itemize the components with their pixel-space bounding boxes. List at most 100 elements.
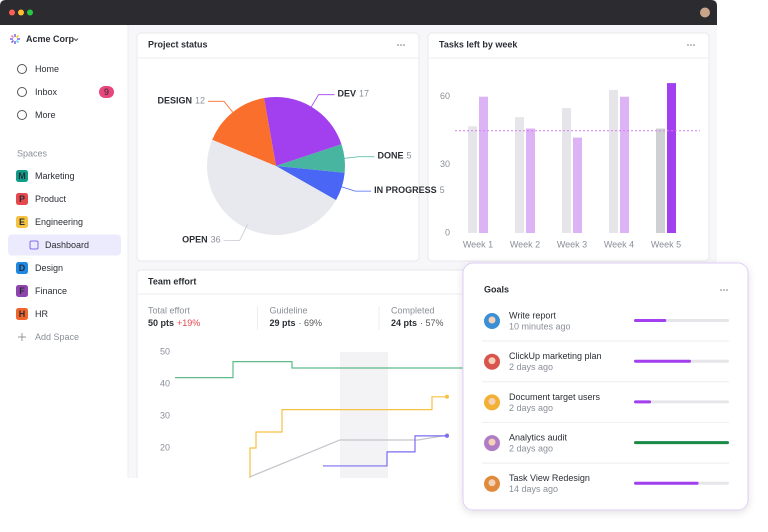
y-tick-label: 50 [160,346,170,356]
panel-menu[interactable] [397,44,405,46]
pie-slice [212,98,276,166]
bar [667,83,676,233]
space-name: HR [35,309,48,319]
space-initial: F [19,286,25,296]
bar [515,117,524,233]
y-tick-label: 30 [440,159,450,169]
selected-bg [8,234,121,256]
avatar-face [488,316,496,324]
leader-line [340,156,375,160]
pie-slice [276,166,345,201]
pie-value: 5 [440,185,445,195]
stat-value: 29 pts · 69% [270,318,323,328]
workspace-name: Acme Corp [26,34,75,44]
bar [656,128,665,233]
panel-menu[interactable] [687,44,695,46]
space-initial: E [19,217,25,227]
goal-name: Task View Redesign [509,473,590,483]
progress-bar [634,319,667,322]
space-icon [16,193,28,205]
workspace-switcher[interactable]: Acme Corp [10,34,79,44]
space-item[interactable]: H HR [16,308,48,320]
pie-label: DEV 17 [337,89,369,99]
goal-time: 14 days ago [509,484,558,494]
dot [726,289,728,291]
pie-label: IN PROGRESS 5 [374,185,445,195]
leader-line [308,94,335,111]
space-item[interactable]: P Product [16,193,67,205]
space-item[interactable]: D Design [16,262,63,274]
goal-time: 10 minutes ago [509,321,571,331]
stat-value: 24 pts · 57% [391,318,444,328]
goals-menu[interactable] [720,289,728,291]
pie-slice [264,97,342,166]
stat-value: 50 pts +19% [148,318,200,328]
bar [573,137,582,233]
nav-label: More [35,110,56,120]
goal-name: Write report [509,310,556,320]
goal-name: ClickUp marketing plan [509,351,602,361]
pie-category: DESIGN [157,96,192,106]
stat-change: +19% [177,318,200,328]
nav-item[interactable]: More [17,110,56,120]
effort-line [249,434,448,478]
add-space[interactable]: Add Space [18,332,79,342]
x-tick-label: Week 1 [463,239,493,249]
caret [73,38,79,42]
space-item[interactable]: E Engineering [16,216,83,228]
progress-bar [634,441,729,445]
space-item[interactable]: Dashboard [8,234,121,256]
user-avatar[interactable] [700,7,710,18]
pie-value: 36 [211,235,221,245]
nav-item[interactable]: Home [17,64,60,74]
dot [687,44,689,46]
space-icon [16,308,28,320]
nav-label: Inbox [35,87,58,97]
progress-bar [634,481,699,485]
badge: 9 [104,87,109,97]
goal-name: Analytics audit [509,432,568,442]
x-tick-label: Week 5 [651,239,681,249]
maximize-button[interactable] [27,9,33,16]
main-content: Project status Tasks left by week Team eff… [137,39,709,330]
nav-icon [17,110,27,120]
dot [690,44,692,46]
highlight-band [340,352,388,478]
space-item[interactable]: F Finance [16,285,67,297]
pie-value: 5 [406,151,411,161]
close-button[interactable] [9,9,15,16]
stat-number: 29 pts [270,318,296,328]
nav-icon [17,64,27,74]
spaces-heading: Spaces [17,148,48,158]
nav-item[interactable]: Inbox 9 [17,86,115,98]
nav-label: Home [35,64,59,74]
avatar-face [488,438,496,446]
space-initial: P [19,194,25,204]
bar [479,96,488,233]
space-initial: M [18,171,26,181]
space-name: Marketing [35,171,75,181]
x-tick-label: Week 3 [557,239,587,249]
minimize-button[interactable] [18,9,24,16]
avatar-face [488,397,496,405]
stat-label: Guideline [270,305,308,315]
goal-time: 2 days ago [509,403,553,413]
panel-title: Team effort [148,276,196,286]
space-item[interactable]: M Marketing [16,170,75,182]
space-initial: D [19,263,26,273]
dot [397,44,399,46]
goals-card [462,262,749,511]
plus-icon [18,333,26,341]
goals-title: Goals [484,284,509,294]
space-name: Design [35,263,63,273]
y-tick-label: 0 [445,227,450,237]
panel-title: Project status [148,39,208,49]
pie-slice [207,139,336,235]
